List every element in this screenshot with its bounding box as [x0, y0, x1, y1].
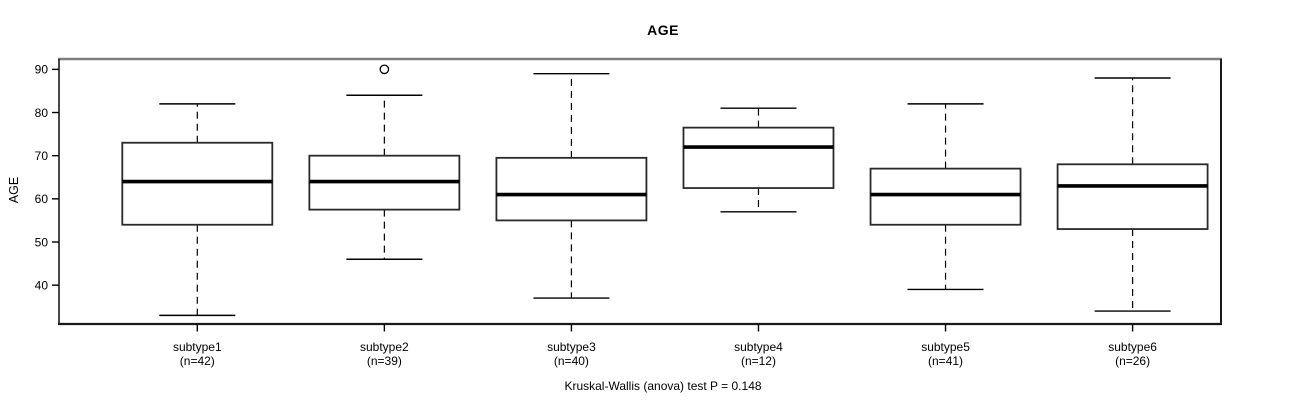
y-tick-label: 60 — [35, 192, 49, 206]
iqr-box — [1056, 163, 1209, 230]
kruskal-wallis-caption: Kruskal-Wallis (anova) test P = 0.148 — [564, 379, 762, 393]
x-category-sublabel: (n=41) — [928, 354, 963, 368]
x-category-sublabel: (n=40) — [554, 354, 589, 368]
x-category-label: subtype1 — [173, 340, 222, 354]
y-tick-label: 50 — [35, 235, 49, 249]
outlier-point — [379, 64, 390, 75]
y-tick-label: 90 — [35, 63, 49, 77]
x-category-sublabel: (n=39) — [367, 354, 402, 368]
chart-title: AGE — [647, 22, 679, 38]
iqr-box — [121, 141, 274, 226]
x-category-label: subtype6 — [1108, 340, 1157, 354]
iqr-box — [869, 167, 1022, 226]
boxplot-subtype3: subtype3(n=40) — [495, 72, 648, 368]
plot-border — [58, 57, 1222, 326]
y-tick-label: 80 — [35, 106, 49, 120]
x-category-label: subtype3 — [547, 340, 596, 354]
x-category-label: subtype4 — [734, 340, 783, 354]
x-category-sublabel: (n=26) — [1115, 354, 1150, 368]
boxplot-subtype6: subtype6(n=26) — [1056, 77, 1209, 368]
x-category-sublabel: (n=42) — [180, 354, 215, 368]
boxplot-subtype1: subtype1(n=42) — [121, 103, 274, 368]
boxplot-subtype5: subtype5(n=41) — [869, 103, 1022, 368]
iqr-box — [495, 156, 648, 222]
y-axis: 40 50 60 70 80 90 — [35, 63, 59, 292]
y-tick-label: 70 — [35, 149, 49, 163]
boxplot-subtype2: subtype2(n=39) — [308, 64, 461, 368]
y-tick-label: 40 — [35, 278, 49, 292]
x-category-label: subtype5 — [921, 340, 970, 354]
x-category-sublabel: (n=12) — [741, 354, 776, 368]
x-category-label: subtype2 — [360, 340, 409, 354]
boxplot-subtype4: subtype4(n=12) — [682, 107, 835, 368]
iqr-box — [682, 126, 835, 189]
